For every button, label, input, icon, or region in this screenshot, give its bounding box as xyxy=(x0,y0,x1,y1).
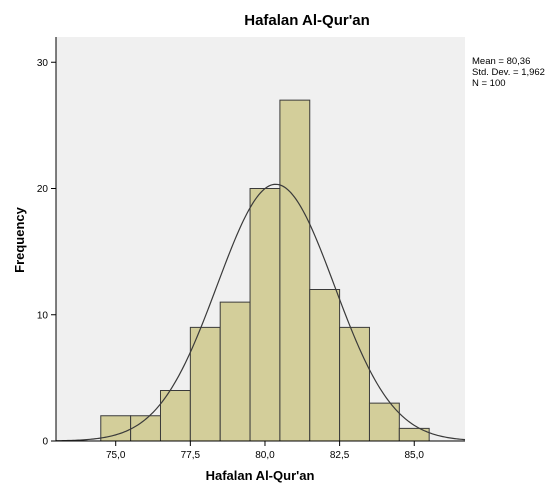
y-tick-label: 20 xyxy=(37,184,49,195)
bars-group xyxy=(100,99,430,442)
chart-title: Hafalan Al-Qur'an xyxy=(244,12,370,29)
x-axis-label: Hafalan Al-Qur'an xyxy=(206,468,315,483)
normal-curve xyxy=(55,183,466,442)
histogram-bar xyxy=(279,99,311,442)
stats-std-dev: Std. Dev. = 1,962 xyxy=(472,67,545,78)
ticks-group: 0 10 20 30 75,0 77,5 80,0 82,5 85,0 xyxy=(37,58,425,461)
x-tick-label: 82,5 xyxy=(330,450,350,461)
x-tick-label: 85,0 xyxy=(405,450,425,461)
y-tick-label: 0 xyxy=(42,437,48,448)
x-tick-label: 80,0 xyxy=(255,450,275,461)
x-tick-label: 77,5 xyxy=(181,450,201,461)
y-tick-label: 30 xyxy=(37,58,49,69)
stats-n: N = 100 xyxy=(472,78,506,89)
histogram-bar xyxy=(368,402,400,442)
histogram-bar xyxy=(189,326,221,442)
y-tick-label: 10 xyxy=(37,310,49,321)
axes-group xyxy=(55,37,465,442)
histogram-bar xyxy=(309,289,341,442)
y-axis-label: Frequency xyxy=(12,206,27,273)
stats-box: Mean = 80,36 Std. Dev. = 1,962 N = 100 xyxy=(472,56,545,89)
stats-mean: Mean = 80,36 xyxy=(472,56,530,67)
histogram-bar xyxy=(159,390,191,442)
histogram-bar xyxy=(339,326,370,442)
x-tick-label: 75,0 xyxy=(106,450,126,461)
histogram-bar xyxy=(249,188,281,442)
histogram-bar xyxy=(219,301,251,442)
